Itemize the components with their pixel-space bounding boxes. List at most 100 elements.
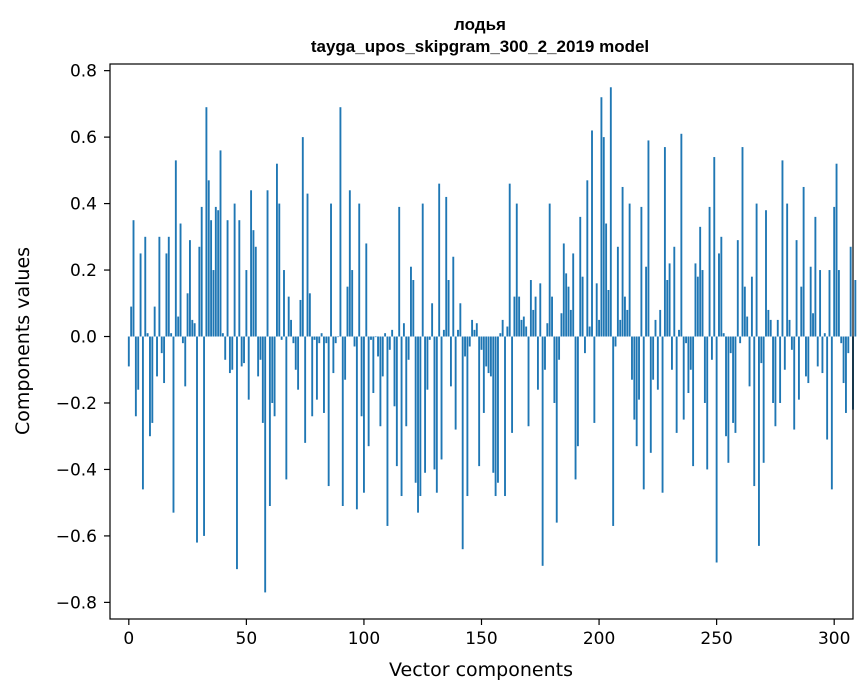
bar-216 bbox=[635, 336, 638, 447]
bar-21 bbox=[177, 316, 180, 337]
bar-86 bbox=[330, 203, 332, 337]
bar-series bbox=[127, 87, 857, 593]
bar-268 bbox=[758, 336, 760, 546]
bar-106 bbox=[377, 336, 379, 357]
bar-290 bbox=[809, 266, 812, 337]
bar-206 bbox=[612, 336, 615, 526]
y-axis-label: Components values bbox=[12, 247, 34, 435]
bar-120 bbox=[410, 266, 412, 337]
bar-288 bbox=[805, 336, 807, 377]
x-tick-label: 150 bbox=[465, 629, 497, 649]
x-tick-label: 0 bbox=[123, 629, 134, 649]
bar-146 bbox=[471, 319, 474, 337]
bar-69 bbox=[290, 319, 292, 337]
bar-114 bbox=[395, 336, 398, 467]
bar-186 bbox=[565, 273, 568, 337]
bar-103 bbox=[370, 336, 372, 340]
bar-92 bbox=[344, 336, 347, 380]
bar-172 bbox=[532, 309, 535, 337]
bar-221 bbox=[647, 140, 650, 337]
x-tick-label: 250 bbox=[700, 629, 732, 649]
bar-280 bbox=[786, 203, 789, 337]
bar-281 bbox=[788, 319, 791, 337]
bar-272 bbox=[767, 309, 770, 337]
bar-196 bbox=[588, 326, 591, 337]
y-tick-label: 0.6 bbox=[70, 128, 97, 148]
bar-274 bbox=[772, 336, 774, 403]
bar-58 bbox=[264, 336, 267, 593]
bar-300 bbox=[833, 206, 836, 337]
bar-148 bbox=[475, 323, 478, 337]
bar-130 bbox=[433, 336, 436, 470]
bar-34 bbox=[207, 180, 210, 337]
bar-188 bbox=[569, 309, 572, 337]
bar-158 bbox=[499, 333, 502, 337]
bar-19 bbox=[172, 336, 175, 513]
bar-299 bbox=[830, 336, 833, 490]
bar-167 bbox=[520, 319, 523, 337]
bar-197 bbox=[591, 130, 593, 337]
bar-87 bbox=[332, 336, 335, 374]
bar-307 bbox=[849, 246, 852, 337]
bar-214 bbox=[631, 336, 633, 380]
bar-55 bbox=[257, 336, 260, 377]
bar-46 bbox=[236, 336, 238, 570]
bar-122 bbox=[414, 336, 417, 483]
bar-81 bbox=[318, 336, 321, 344]
bar-47 bbox=[238, 220, 241, 337]
bar-79 bbox=[313, 336, 316, 340]
bar-64 bbox=[278, 203, 281, 337]
bar-90 bbox=[339, 107, 342, 337]
bar-264 bbox=[748, 336, 751, 387]
bar-124 bbox=[419, 336, 422, 497]
bar-275 bbox=[774, 336, 777, 427]
bar-302 bbox=[837, 270, 840, 337]
bar-297 bbox=[826, 336, 829, 440]
bar-80 bbox=[315, 336, 318, 400]
bar-75 bbox=[304, 336, 307, 443]
bar-98 bbox=[358, 203, 361, 337]
bar-207 bbox=[614, 336, 617, 347]
bar-48 bbox=[240, 336, 243, 367]
bar-152 bbox=[485, 336, 488, 367]
bar-150 bbox=[480, 336, 483, 350]
bar-143 bbox=[464, 336, 466, 357]
bar-108 bbox=[381, 336, 384, 377]
bar-20 bbox=[174, 160, 177, 337]
x-axis-ticks: 0 50 100 150 200 250 300 bbox=[123, 619, 850, 649]
bar-57 bbox=[261, 336, 264, 423]
bar-134 bbox=[442, 329, 445, 337]
bar-224 bbox=[654, 319, 657, 337]
bar-101 bbox=[365, 243, 368, 337]
bar-248 bbox=[710, 336, 713, 360]
bar-173 bbox=[534, 296, 537, 337]
bar-66 bbox=[283, 270, 285, 337]
bar-13 bbox=[158, 236, 161, 337]
y-tick-label: −0.6 bbox=[56, 527, 97, 547]
bar-230 bbox=[668, 263, 671, 337]
bar-45 bbox=[233, 203, 236, 337]
bar-105 bbox=[374, 336, 377, 338]
y-tick-label: −0.8 bbox=[56, 593, 97, 613]
bar-217 bbox=[638, 336, 640, 400]
bar-52 bbox=[250, 190, 253, 337]
bar-283 bbox=[793, 336, 796, 430]
bar-193 bbox=[581, 276, 584, 337]
bar-63 bbox=[276, 163, 278, 337]
bar-116 bbox=[400, 336, 403, 497]
bar-78 bbox=[311, 336, 314, 417]
bar-163 bbox=[511, 336, 514, 433]
bar-31 bbox=[200, 206, 203, 337]
bar-236 bbox=[682, 336, 685, 420]
bar-4 bbox=[137, 336, 140, 390]
bar-229 bbox=[666, 280, 669, 337]
bar-171 bbox=[529, 280, 532, 337]
chart-title: лодья bbox=[454, 15, 506, 34]
bar-149 bbox=[478, 336, 481, 467]
bar-138 bbox=[452, 256, 455, 337]
bar-309 bbox=[854, 280, 857, 337]
bar-244 bbox=[701, 270, 704, 337]
bar-231 bbox=[671, 336, 673, 370]
bar-41 bbox=[224, 336, 227, 360]
